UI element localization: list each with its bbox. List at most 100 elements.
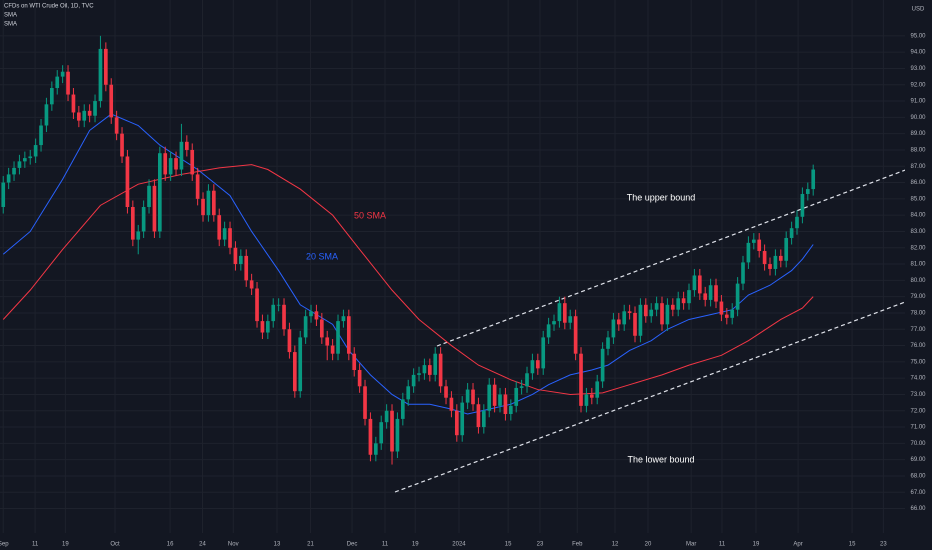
x-tick-label: 2024 (452, 542, 466, 548)
candle-body (449, 397, 454, 411)
candle-body (136, 231, 141, 240)
candle-body (535, 360, 540, 369)
candle-body (82, 110, 87, 121)
candle-body (384, 410, 389, 423)
candle-body (238, 255, 243, 265)
candle-body (336, 321, 340, 354)
candle-body (433, 353, 438, 375)
candle-body (795, 216, 799, 229)
candle-body (692, 275, 697, 291)
candle-body (579, 353, 583, 406)
candle-body (233, 247, 238, 265)
candle-body (260, 321, 265, 333)
candle-body (55, 76, 60, 89)
candle-body (643, 304, 648, 317)
y-tick-label: 95.00 (910, 33, 926, 39)
y-tick-label: 91.00 (910, 99, 926, 105)
candle-body (6, 174, 11, 183)
candle-body (762, 251, 767, 265)
grid (0, 0, 905, 533)
y-tick-label: 78.00 (910, 311, 926, 317)
x-tick-label: 20 (645, 542, 652, 548)
candle-body (595, 381, 600, 398)
y-tick-label: 93.00 (910, 66, 926, 72)
candle-body (60, 71, 65, 77)
candle-body (611, 319, 616, 338)
y-tick-label: 83.00 (910, 229, 926, 235)
candle-body (400, 399, 405, 419)
candle-body (93, 101, 97, 116)
candle-body (708, 285, 713, 300)
candle-body (508, 405, 513, 415)
candle-body (395, 418, 400, 452)
candle-body (638, 304, 643, 336)
y-tick-label: 71.00 (910, 425, 926, 431)
candle-body (87, 110, 92, 116)
x-tick-label: 24 (199, 542, 206, 548)
candle-body (411, 374, 416, 387)
candle-body (357, 370, 362, 387)
candle-body (514, 387, 519, 406)
candle-body (519, 386, 524, 388)
x-tick-label: 23 (880, 542, 887, 548)
y-tick-label: 90.00 (910, 115, 926, 121)
candle-body (222, 228, 227, 240)
candle-body (211, 190, 216, 216)
y-tick-label: 70.00 (910, 441, 926, 447)
candle-body (757, 239, 762, 252)
candle-body (719, 301, 724, 315)
candle-body (724, 314, 729, 318)
candle-body (460, 402, 465, 436)
candle-body (77, 112, 81, 121)
candle-body (276, 304, 281, 306)
candle-body (12, 167, 16, 175)
candle-body (735, 283, 740, 310)
candle-body (168, 158, 173, 175)
candle-body (622, 311, 627, 325)
candle-body (390, 410, 394, 452)
y-tick-label: 67.00 (910, 490, 926, 496)
candle-body (768, 264, 772, 269)
lower-trend-line (394, 301, 905, 493)
candle-body (546, 324, 551, 338)
candle-body (114, 117, 119, 134)
candle-body (557, 303, 562, 322)
x-tick-label: 15 (505, 542, 512, 548)
x-tick-label: Mar (686, 542, 696, 548)
candle-body (616, 319, 621, 325)
candle-body (17, 161, 22, 168)
candle-body (481, 410, 486, 428)
candle-body (800, 193, 805, 217)
candle-body (1, 182, 6, 208)
candle-body (39, 125, 43, 146)
candle-body (730, 309, 735, 318)
y-tick-label: 82.00 (910, 245, 926, 251)
candle-body (319, 319, 324, 338)
candle-body (746, 242, 751, 263)
candle-body (573, 316, 578, 354)
candle-body (697, 275, 702, 294)
candle-body (541, 337, 546, 369)
candle-body (654, 303, 659, 310)
y-tick-label: 72.00 (910, 408, 926, 414)
y-tick-label: 88.00 (910, 148, 926, 154)
x-tick-label: 16 (167, 542, 174, 548)
x-tick-label: 19 (753, 542, 760, 548)
candle-body (217, 215, 222, 240)
candle-body (606, 337, 610, 349)
candle-body (120, 133, 124, 157)
candle-body (271, 304, 276, 322)
y-tick-label: 80.00 (910, 278, 926, 284)
candle-body (282, 304, 286, 330)
candle-body (44, 104, 49, 126)
candle-body (584, 394, 589, 406)
candle-body (530, 360, 535, 374)
legend-entry: SMA (4, 22, 17, 28)
candle-body (201, 198, 205, 216)
candle-body (206, 190, 211, 216)
candle-body (525, 373, 529, 387)
annotation: 50 SMA (354, 210, 386, 220)
y-tick-label: 92.00 (910, 82, 926, 88)
y-tick-label: 86.00 (910, 180, 926, 186)
candle-body (811, 169, 816, 190)
